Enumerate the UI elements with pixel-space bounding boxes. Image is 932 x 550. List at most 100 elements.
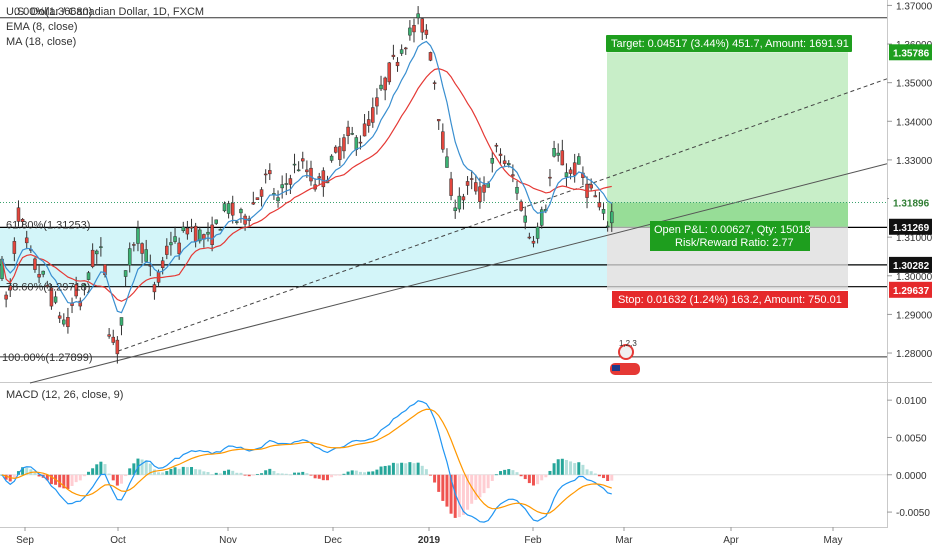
chart-title: U.S. Dollar / Canadian Dollar, 1D, FXCM bbox=[6, 6, 205, 18]
macd-histogram-bar bbox=[515, 472, 519, 475]
macd-indicator-label[interactable]: MACD (12, 26, close, 9) bbox=[6, 389, 124, 401]
candle-body bbox=[82, 284, 87, 287]
candle-body bbox=[338, 146, 342, 160]
time-tick-label: Apr bbox=[723, 535, 739, 546]
macd-histogram-bar bbox=[103, 464, 107, 475]
candle-body bbox=[593, 195, 598, 198]
candle-body bbox=[49, 287, 54, 307]
macd-histogram-bar bbox=[78, 474, 82, 481]
candle-body bbox=[457, 195, 462, 210]
ema-indicator-label[interactable]: EMA (8, close) bbox=[6, 21, 78, 33]
macd-histogram-bar bbox=[453, 474, 457, 518]
candle-body bbox=[395, 61, 400, 67]
macd-histogram-bar bbox=[198, 469, 202, 475]
macd-histogram-bar bbox=[4, 474, 8, 480]
macd-histogram-bar bbox=[412, 463, 416, 475]
macd-histogram-bar bbox=[330, 474, 334, 478]
macd-tick-label: 0.0050 bbox=[896, 433, 927, 444]
candle-body bbox=[432, 82, 437, 84]
candle-body bbox=[86, 272, 91, 280]
ma-indicator-label[interactable]: MA (18, close) bbox=[6, 36, 77, 48]
candle-body bbox=[276, 197, 280, 202]
candle-body bbox=[206, 231, 210, 235]
macd-histogram-bar bbox=[115, 474, 119, 486]
candle-body bbox=[222, 203, 227, 212]
macd-histogram-bar bbox=[396, 463, 400, 475]
candle-body bbox=[230, 202, 235, 216]
candle-body bbox=[74, 284, 78, 297]
candle-body bbox=[441, 131, 445, 150]
macd-histogram-bar bbox=[391, 462, 395, 475]
macd-histogram-bar bbox=[606, 474, 610, 481]
macd-histogram-bar bbox=[593, 473, 597, 475]
current-price-badge: 1.31896 bbox=[893, 199, 930, 210]
macd-histogram-bar bbox=[45, 474, 49, 481]
macd-histogram-bar bbox=[531, 474, 535, 486]
macd-histogram-bar bbox=[433, 474, 437, 483]
candle-body bbox=[24, 237, 29, 244]
macd-histogram-bar bbox=[313, 474, 317, 479]
macd-histogram-bar bbox=[494, 474, 498, 476]
candle-body bbox=[185, 227, 190, 235]
candle-body bbox=[453, 207, 457, 212]
us-flag-canton bbox=[612, 365, 620, 371]
macd-histogram-bar bbox=[181, 466, 185, 475]
candle-body bbox=[103, 264, 107, 276]
target-price-badge-bg bbox=[889, 44, 932, 61]
price-tick-label: 1.34000 bbox=[896, 117, 932, 128]
candle-body bbox=[255, 197, 260, 200]
macd-histogram-bar bbox=[49, 474, 53, 485]
candle-body bbox=[296, 169, 301, 172]
macd-histogram-bar bbox=[25, 467, 29, 475]
macd-histogram-bar bbox=[190, 467, 194, 475]
candle-body bbox=[321, 170, 326, 188]
time-tick-label: Dec bbox=[324, 535, 342, 546]
candle-body bbox=[601, 209, 606, 214]
candle-body bbox=[445, 156, 449, 168]
macd-histogram-bar bbox=[309, 474, 313, 476]
candle-body bbox=[119, 317, 124, 326]
candle-body bbox=[123, 270, 128, 277]
macd-histogram-bar bbox=[597, 474, 601, 477]
macd-histogram-bar bbox=[161, 472, 165, 475]
macd-tick-label: -0.0050 bbox=[896, 508, 930, 519]
event-count: 1,2,3 bbox=[619, 339, 637, 348]
macd-histogram-bar bbox=[235, 472, 239, 475]
candle-body bbox=[226, 203, 231, 214]
macd-histogram-bar bbox=[589, 471, 593, 475]
candle-body bbox=[95, 250, 99, 255]
candle-body bbox=[235, 221, 239, 223]
price-tick-label: 1.37000 bbox=[896, 1, 932, 12]
candle-body bbox=[494, 144, 499, 147]
macd-histogram-bar bbox=[428, 474, 432, 476]
candle-body bbox=[610, 211, 614, 224]
candle-body bbox=[280, 184, 284, 189]
macd-histogram-bar bbox=[387, 465, 391, 475]
stop-label: Stop: 0.01632 (1.24%) 163.2, Amount: 750… bbox=[618, 294, 842, 306]
macd-histogram-bar bbox=[144, 460, 148, 475]
macd-histogram-bar bbox=[569, 461, 573, 475]
candle-body bbox=[136, 228, 140, 244]
candle-body bbox=[498, 153, 503, 156]
macd-histogram-bar bbox=[247, 474, 251, 477]
macd-histogram-bar bbox=[408, 462, 412, 475]
candle-body bbox=[57, 315, 62, 319]
candle-body bbox=[589, 184, 593, 189]
candle-body bbox=[564, 172, 569, 178]
candle-body bbox=[243, 215, 247, 225]
macd-histogram-bar bbox=[91, 468, 95, 475]
macd-histogram-bar bbox=[581, 464, 585, 475]
price-tick-label: 1.31000 bbox=[896, 233, 932, 244]
candle-body bbox=[560, 150, 565, 166]
macd-histogram-bar bbox=[177, 468, 181, 475]
macd-histogram-bar bbox=[66, 474, 70, 490]
candle-body bbox=[218, 229, 223, 231]
macd-histogram-bar bbox=[280, 473, 284, 475]
candle-body bbox=[387, 62, 392, 83]
candle-body bbox=[539, 209, 544, 226]
candle-body bbox=[189, 226, 194, 229]
macd-histogram-bar bbox=[239, 472, 243, 475]
macd-histogram-bar bbox=[470, 474, 474, 504]
price-tick-label: 1.30000 bbox=[896, 272, 932, 283]
